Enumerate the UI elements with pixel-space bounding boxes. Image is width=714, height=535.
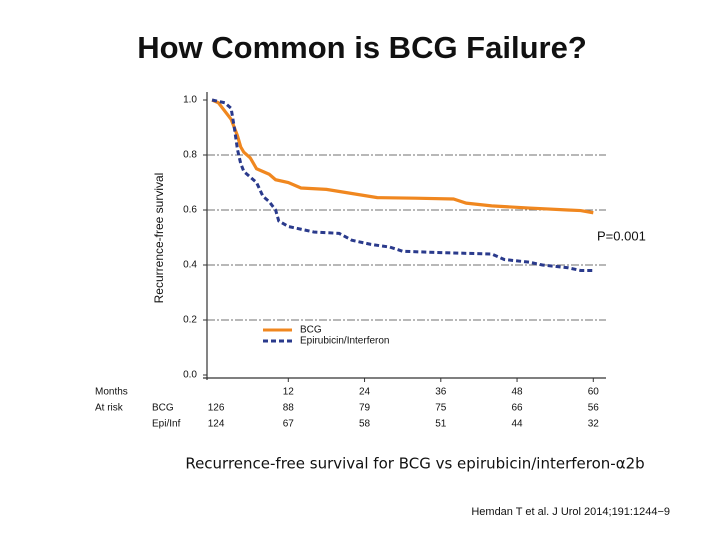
series-line bbox=[211, 98, 594, 272]
slide-title: How Common is BCG Failure? bbox=[137, 30, 587, 65]
legend-label: BCG bbox=[300, 325, 322, 336]
at-risk-count: 126 bbox=[208, 403, 225, 414]
y-axis-label: Recurrence-free survival bbox=[152, 173, 166, 304]
y-tick-label: 0.4 bbox=[183, 260, 197, 271]
at-risk-count: 75 bbox=[435, 403, 447, 414]
at-risk-count: 88 bbox=[283, 403, 295, 414]
at-risk-count: 32 bbox=[588, 419, 600, 430]
x-tick-label: 12 bbox=[283, 387, 295, 398]
at-risk-count: 51 bbox=[435, 419, 447, 430]
at-risk-count: 56 bbox=[588, 403, 600, 414]
at-risk-count: 44 bbox=[511, 419, 523, 430]
y-tick-label: 0.0 bbox=[183, 370, 197, 381]
series-line bbox=[211, 98, 594, 215]
caption: Recurrence-free survival for BCG vs epir… bbox=[185, 455, 644, 473]
at-risk-label: At risk bbox=[95, 403, 124, 414]
annotation: P=0.001 bbox=[597, 228, 646, 243]
x-tick-label: 36 bbox=[435, 387, 447, 398]
y-tick-label: 0.6 bbox=[183, 205, 197, 216]
at-risk-count: 58 bbox=[359, 419, 371, 430]
at-risk-count: 124 bbox=[208, 419, 225, 430]
at-risk-count: 79 bbox=[359, 403, 371, 414]
y-tick-label: 1.0 bbox=[183, 95, 197, 106]
citation: Hemdan T et al. J Urol 2014;191:1244−9 bbox=[471, 506, 670, 518]
at-risk-count: 66 bbox=[511, 403, 523, 414]
x-tick-label: 24 bbox=[359, 387, 371, 398]
at-risk-row-label: Epi/Inf bbox=[152, 419, 181, 430]
x-axis-label: Months bbox=[95, 387, 128, 398]
at-risk-row-label: BCG bbox=[152, 403, 174, 414]
x-tick-label: 60 bbox=[588, 387, 600, 398]
y-tick-label: 0.8 bbox=[183, 150, 197, 161]
y-tick-label: 0.2 bbox=[183, 315, 197, 326]
x-tick-label: 48 bbox=[511, 387, 523, 398]
at-risk-count: 67 bbox=[283, 419, 295, 430]
legend-label: Epirubicin/Interferon bbox=[300, 336, 390, 347]
